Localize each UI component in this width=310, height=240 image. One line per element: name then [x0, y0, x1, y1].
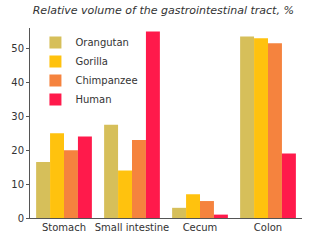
svg-text:Relative volume of the gastroi: Relative volume of the gastrointestinal … — [33, 4, 294, 17]
svg-text:0: 0 — [18, 213, 24, 224]
svg-text:10: 10 — [11, 179, 24, 190]
svg-text:Colon: Colon — [254, 222, 282, 233]
svg-text:30: 30 — [11, 111, 24, 122]
svg-text:40: 40 — [11, 77, 24, 88]
svg-text:Orangutan: Orangutan — [75, 37, 129, 48]
svg-text:Small intestine: Small intestine — [95, 222, 170, 233]
svg-text:50: 50 — [11, 43, 24, 54]
svg-text:Cecum: Cecum — [183, 222, 218, 233]
svg-text:Chimpanzee: Chimpanzee — [75, 75, 137, 86]
svg-text:20: 20 — [11, 145, 24, 156]
svg-text:Stomach: Stomach — [42, 222, 86, 233]
svg-text:Gorilla: Gorilla — [75, 56, 107, 67]
svg-text:Human: Human — [75, 94, 111, 105]
